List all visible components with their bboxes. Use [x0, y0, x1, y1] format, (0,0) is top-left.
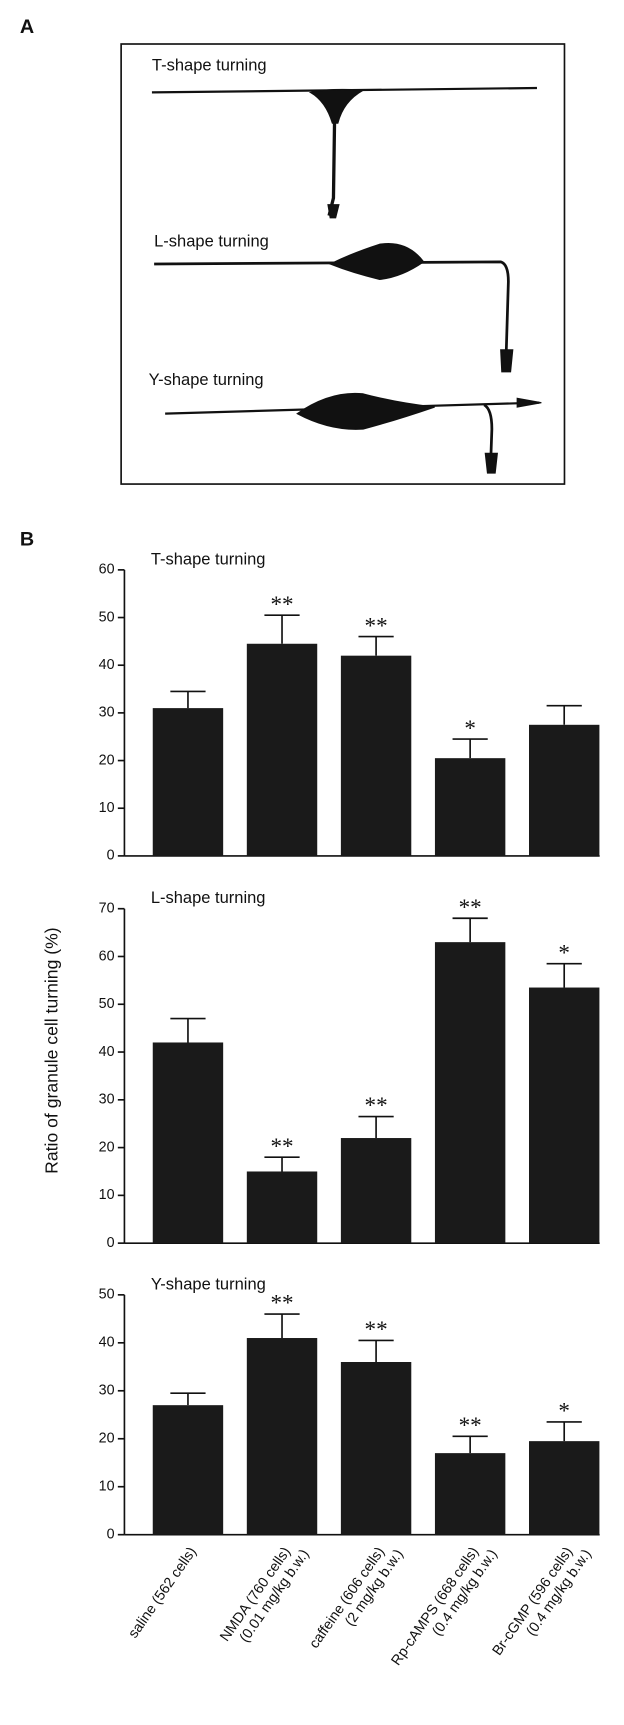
significance: * [464, 715, 476, 741]
bar [340, 655, 412, 856]
bar [434, 758, 506, 856]
error-bar [358, 1339, 394, 1363]
error-bar [358, 635, 394, 656]
y-tick-label: 40 [99, 657, 115, 673]
significance: ** [459, 894, 482, 920]
panel-a-frame [120, 43, 566, 485]
y-tick-label: 30 [99, 1092, 115, 1108]
y-tick-label: 50 [99, 996, 115, 1012]
significance: * [558, 939, 570, 965]
bar [152, 1405, 224, 1535]
y-tick-label: 70 [99, 900, 115, 916]
significance: ** [365, 1092, 388, 1118]
panel-label: A [20, 16, 34, 38]
x-tick-label: Br-cGMP (596 cells)(0.4 mg/kg b.w.) [490, 1537, 595, 1668]
bar [340, 1138, 412, 1244]
y-tick-label: 30 [99, 705, 115, 721]
bar [434, 942, 506, 1244]
x-tick-label-line: Br-cGMP (596 cells) [490, 1544, 577, 1658]
error-bar [546, 1421, 582, 1442]
x-tick-label: saline (562 cells) [125, 1544, 200, 1641]
x-tick-label: Rp-cAMPS (668 cells)(0.4 mg/kg b.w.) [388, 1537, 500, 1678]
error-bar [546, 704, 582, 725]
cell-label: L-shape turning [154, 232, 269, 250]
x-tick-label-line: Rp-cAMPS (668 cells) [388, 1544, 482, 1668]
y-tick-label: 50 [99, 1287, 115, 1303]
error-bar [170, 1392, 206, 1406]
bar [340, 1362, 412, 1535]
significance: ** [365, 1316, 388, 1342]
chart-title: L-shape turning [151, 889, 266, 907]
error-bar [546, 962, 582, 988]
error-bar [452, 917, 488, 943]
error-bar [264, 614, 300, 644]
chart-title: Y-shape turning [151, 1275, 266, 1293]
bar [246, 1171, 318, 1244]
bar [529, 1441, 600, 1535]
y-tick-label: 30 [99, 1383, 115, 1399]
error-bar [264, 1313, 300, 1339]
error-bar [170, 690, 206, 709]
cell-label: T-shape turning [152, 56, 267, 74]
significance: ** [270, 1133, 293, 1159]
bar [246, 643, 318, 856]
x-tick-label: NMDA (760 cells)(0.01 mg/kg b.w.) [217, 1537, 312, 1654]
y-tick-label: 10 [99, 1187, 115, 1203]
bar [152, 708, 224, 856]
error-bar [264, 1156, 300, 1172]
y-tick-label: 60 [99, 562, 115, 578]
l-shape-cell [154, 242, 514, 373]
bar [434, 1453, 506, 1535]
significance: ** [270, 591, 293, 617]
y-tick-label: 60 [99, 948, 115, 964]
error-bar [358, 1115, 394, 1139]
y-tick-label: 40 [99, 1044, 115, 1060]
bar [246, 1338, 318, 1535]
panel-label: B [20, 529, 34, 551]
x-tick-label-line: saline (562 cells) [125, 1544, 200, 1641]
y-tick-label: 0 [107, 1235, 115, 1251]
y-tick-label: 0 [107, 1526, 115, 1542]
error-bar [452, 1435, 488, 1454]
y-tick-label: 10 [99, 800, 115, 816]
chart-title: T-shape turning [151, 550, 266, 568]
t-shape-cell [151, 86, 537, 219]
y-tick-label: 20 [99, 1139, 115, 1155]
y-tick-label: 40 [99, 1335, 115, 1351]
y-axis-label: Ratio of granule cell turning (%) [41, 927, 61, 1173]
significance: ** [270, 1290, 293, 1316]
bar [529, 987, 600, 1244]
y-tick-label: 50 [99, 609, 115, 625]
y-tick-label: 10 [99, 1478, 115, 1494]
significance: * [558, 1398, 570, 1424]
x-tick-label: caffeine (606 cells)(2 mg/kg b.w.) [306, 1537, 406, 1661]
bar [529, 724, 600, 856]
error-bar [170, 1017, 206, 1043]
cell-label: Y-shape turning [149, 371, 264, 389]
significance: ** [459, 1412, 482, 1438]
bar [152, 1042, 224, 1244]
error-bar [452, 738, 488, 759]
significance: ** [365, 612, 388, 638]
y-tick-label: 0 [107, 848, 115, 864]
y-shape-cell [165, 392, 542, 474]
y-tick-label: 20 [99, 1431, 115, 1447]
y-tick-label: 20 [99, 752, 115, 768]
